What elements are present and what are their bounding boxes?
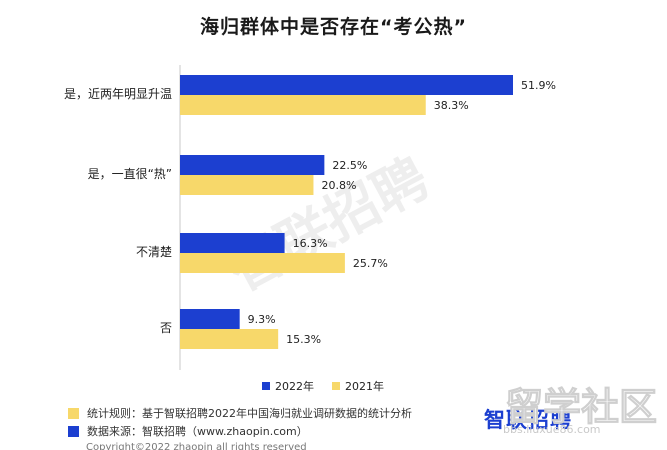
bar-series-1 [180,75,513,95]
bar-series-1 [180,309,240,329]
data-label: 38.3% [434,99,469,112]
category-label: 是，近两年明显升温 [64,87,172,101]
category-label: 否 [160,321,172,335]
data-label: 51.9% [521,79,556,92]
bar-series-2 [180,95,426,115]
note-data-source: 数据来源：智联招聘（www.zhaopin.com） [68,423,308,439]
note-swatch-blue [68,425,79,437]
bar-series-2 [180,253,345,273]
category-label: 是，一直很“热” [88,167,172,181]
legend-swatch [332,382,340,390]
data-label: 25.7% [353,257,388,270]
legend-label: 2022年 [275,379,314,393]
data-label: 20.8% [321,179,356,192]
brand-logo: 智联招聘 [484,408,572,432]
data-label: 16.3% [293,237,328,250]
chart-title: 海归群体中是否存在“考公热” [200,16,467,38]
note-statistics-rule: 统计规则：基于智联招聘2022年中国海归就业调研数据的统计分析 [68,405,412,421]
bar-series-1 [180,233,285,253]
copyright-text: Copyright©2022 zhaopin all rights reserv… [86,442,307,450]
data-label: 9.3% [248,313,276,326]
bar-series-2 [180,175,314,195]
note-data-source-text: 数据来源：智联招聘（www.zhaopin.com） [87,425,308,438]
data-label: 22.5% [332,159,367,172]
category-label: 不清楚 [136,245,172,259]
note-statistics-rule-text: 统计规则：基于智联招聘2022年中国海归就业调研数据的统计分析 [87,407,412,420]
data-label: 15.3% [286,333,321,346]
bar-series-2 [180,329,279,349]
note-swatch-yellow [68,407,79,419]
bar-series-1 [180,155,325,175]
legend-label: 2021年 [345,379,384,393]
legend-swatch [262,382,270,390]
